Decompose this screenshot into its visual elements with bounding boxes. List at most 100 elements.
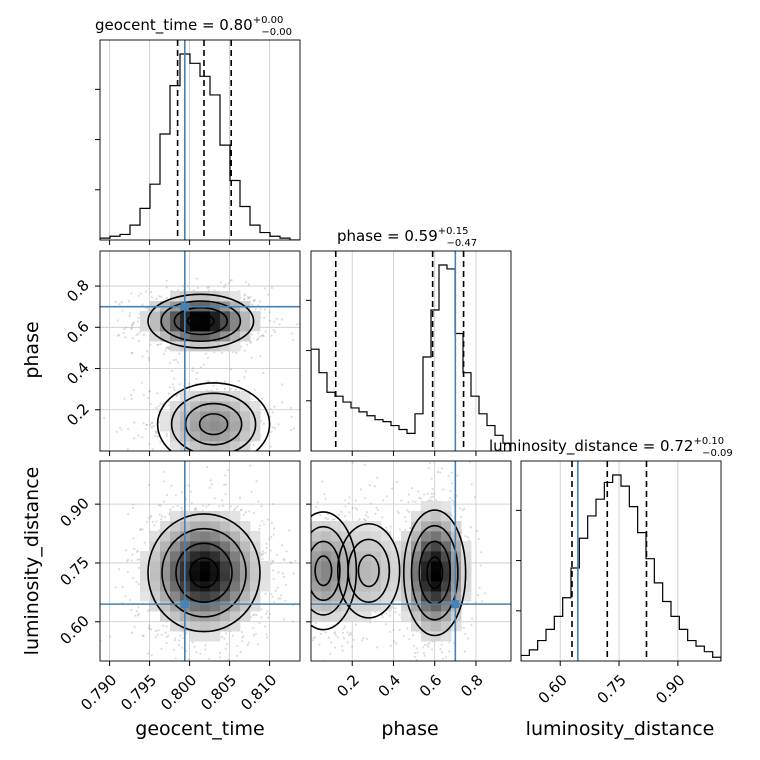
sample-point (165, 286, 168, 289)
sample-point (343, 515, 346, 518)
sample-point (207, 286, 210, 289)
sample-point (321, 480, 324, 483)
sample-point (284, 599, 287, 602)
density-cell (240, 611, 251, 622)
sample-point (412, 661, 414, 663)
density-cell (190, 421, 201, 432)
sample-point (197, 453, 199, 455)
density-cell (170, 561, 181, 572)
sample-point (374, 512, 377, 515)
density-cell (170, 601, 181, 612)
sample-point (274, 589, 277, 592)
sample-point (297, 601, 299, 603)
sample-point (393, 640, 396, 643)
density-cell (140, 591, 151, 602)
density-cell (381, 571, 392, 582)
sample-point (444, 656, 447, 659)
density-cell (150, 581, 161, 592)
sample-point (193, 645, 196, 648)
sample-point (294, 596, 296, 598)
sample-point (476, 594, 480, 597)
sample-point (273, 320, 276, 323)
sample-point (244, 370, 247, 373)
sample-point (469, 526, 472, 529)
sample-point (229, 505, 232, 508)
sample-point (258, 335, 261, 338)
sample-point (120, 301, 123, 304)
sample-point (269, 407, 272, 410)
density-cell (371, 541, 382, 552)
sample-point (195, 651, 198, 654)
sample-point (452, 501, 455, 504)
contour-line (357, 554, 380, 588)
density-cell (321, 591, 332, 602)
sample-point (441, 455, 443, 457)
sample-point (389, 525, 392, 528)
sample-point (263, 472, 265, 474)
sample-point (365, 511, 369, 514)
sample-point (117, 333, 120, 337)
sample-point (276, 586, 279, 589)
density-cell (200, 621, 211, 632)
sample-point (164, 453, 166, 455)
sample-point (173, 639, 176, 642)
sample-point (242, 464, 244, 466)
sample-point (143, 541, 146, 544)
sample-point (144, 427, 147, 430)
sample-point (176, 394, 179, 397)
sample-point (216, 388, 219, 391)
sample-point (394, 607, 397, 610)
density-cell (150, 551, 161, 562)
panel-phase-vs-geocent-time: 0.2 0.4 0.6 0.8 (63, 250, 301, 474)
density-cell (200, 291, 211, 302)
sample-point (259, 454, 261, 456)
sample-point (304, 553, 306, 555)
sample-point (259, 307, 262, 310)
sample-point (262, 335, 265, 338)
sample-point (121, 309, 124, 312)
density-cell (190, 341, 201, 352)
sample-point (190, 502, 193, 505)
sample-point (284, 520, 286, 522)
sample-point (266, 610, 269, 613)
sample-point (265, 633, 268, 636)
title-luminosity-distance: luminosity_distance = 0.72+0.10 −0.09 (489, 436, 733, 459)
density-cell (170, 441, 181, 451)
sample-point (288, 575, 290, 577)
sample-point (306, 549, 308, 551)
sample-point (292, 572, 295, 575)
sample-point (330, 492, 332, 494)
sample-point (283, 618, 286, 621)
density-cell (230, 421, 241, 432)
density-cell (401, 561, 412, 572)
sample-point (292, 569, 294, 571)
sample-point (304, 549, 306, 551)
density-cell (220, 561, 231, 572)
sample-point (170, 484, 173, 487)
panel-hist-phase (306, 250, 512, 456)
sample-point (235, 654, 238, 658)
contour-line (161, 527, 247, 618)
sample-point (418, 496, 421, 499)
sample-point (131, 351, 134, 354)
density-cell (411, 531, 422, 542)
sample-point (290, 561, 293, 565)
density-cell (150, 541, 161, 552)
sample-point (277, 423, 280, 426)
density-cell (170, 621, 181, 632)
sample-point (249, 341, 252, 344)
density-cell (250, 541, 261, 552)
density-cell (321, 611, 332, 622)
sample-point (186, 284, 189, 287)
sample-point (260, 397, 264, 400)
density-cell (210, 321, 221, 332)
density-cell (421, 581, 432, 592)
sample-point (227, 281, 230, 285)
density-cell (451, 621, 462, 632)
sample-point (460, 515, 463, 518)
density-cell (341, 541, 352, 552)
sample-point (252, 627, 255, 630)
sample-point (158, 295, 161, 298)
density-cell (160, 601, 171, 612)
sample-point (303, 590, 305, 592)
